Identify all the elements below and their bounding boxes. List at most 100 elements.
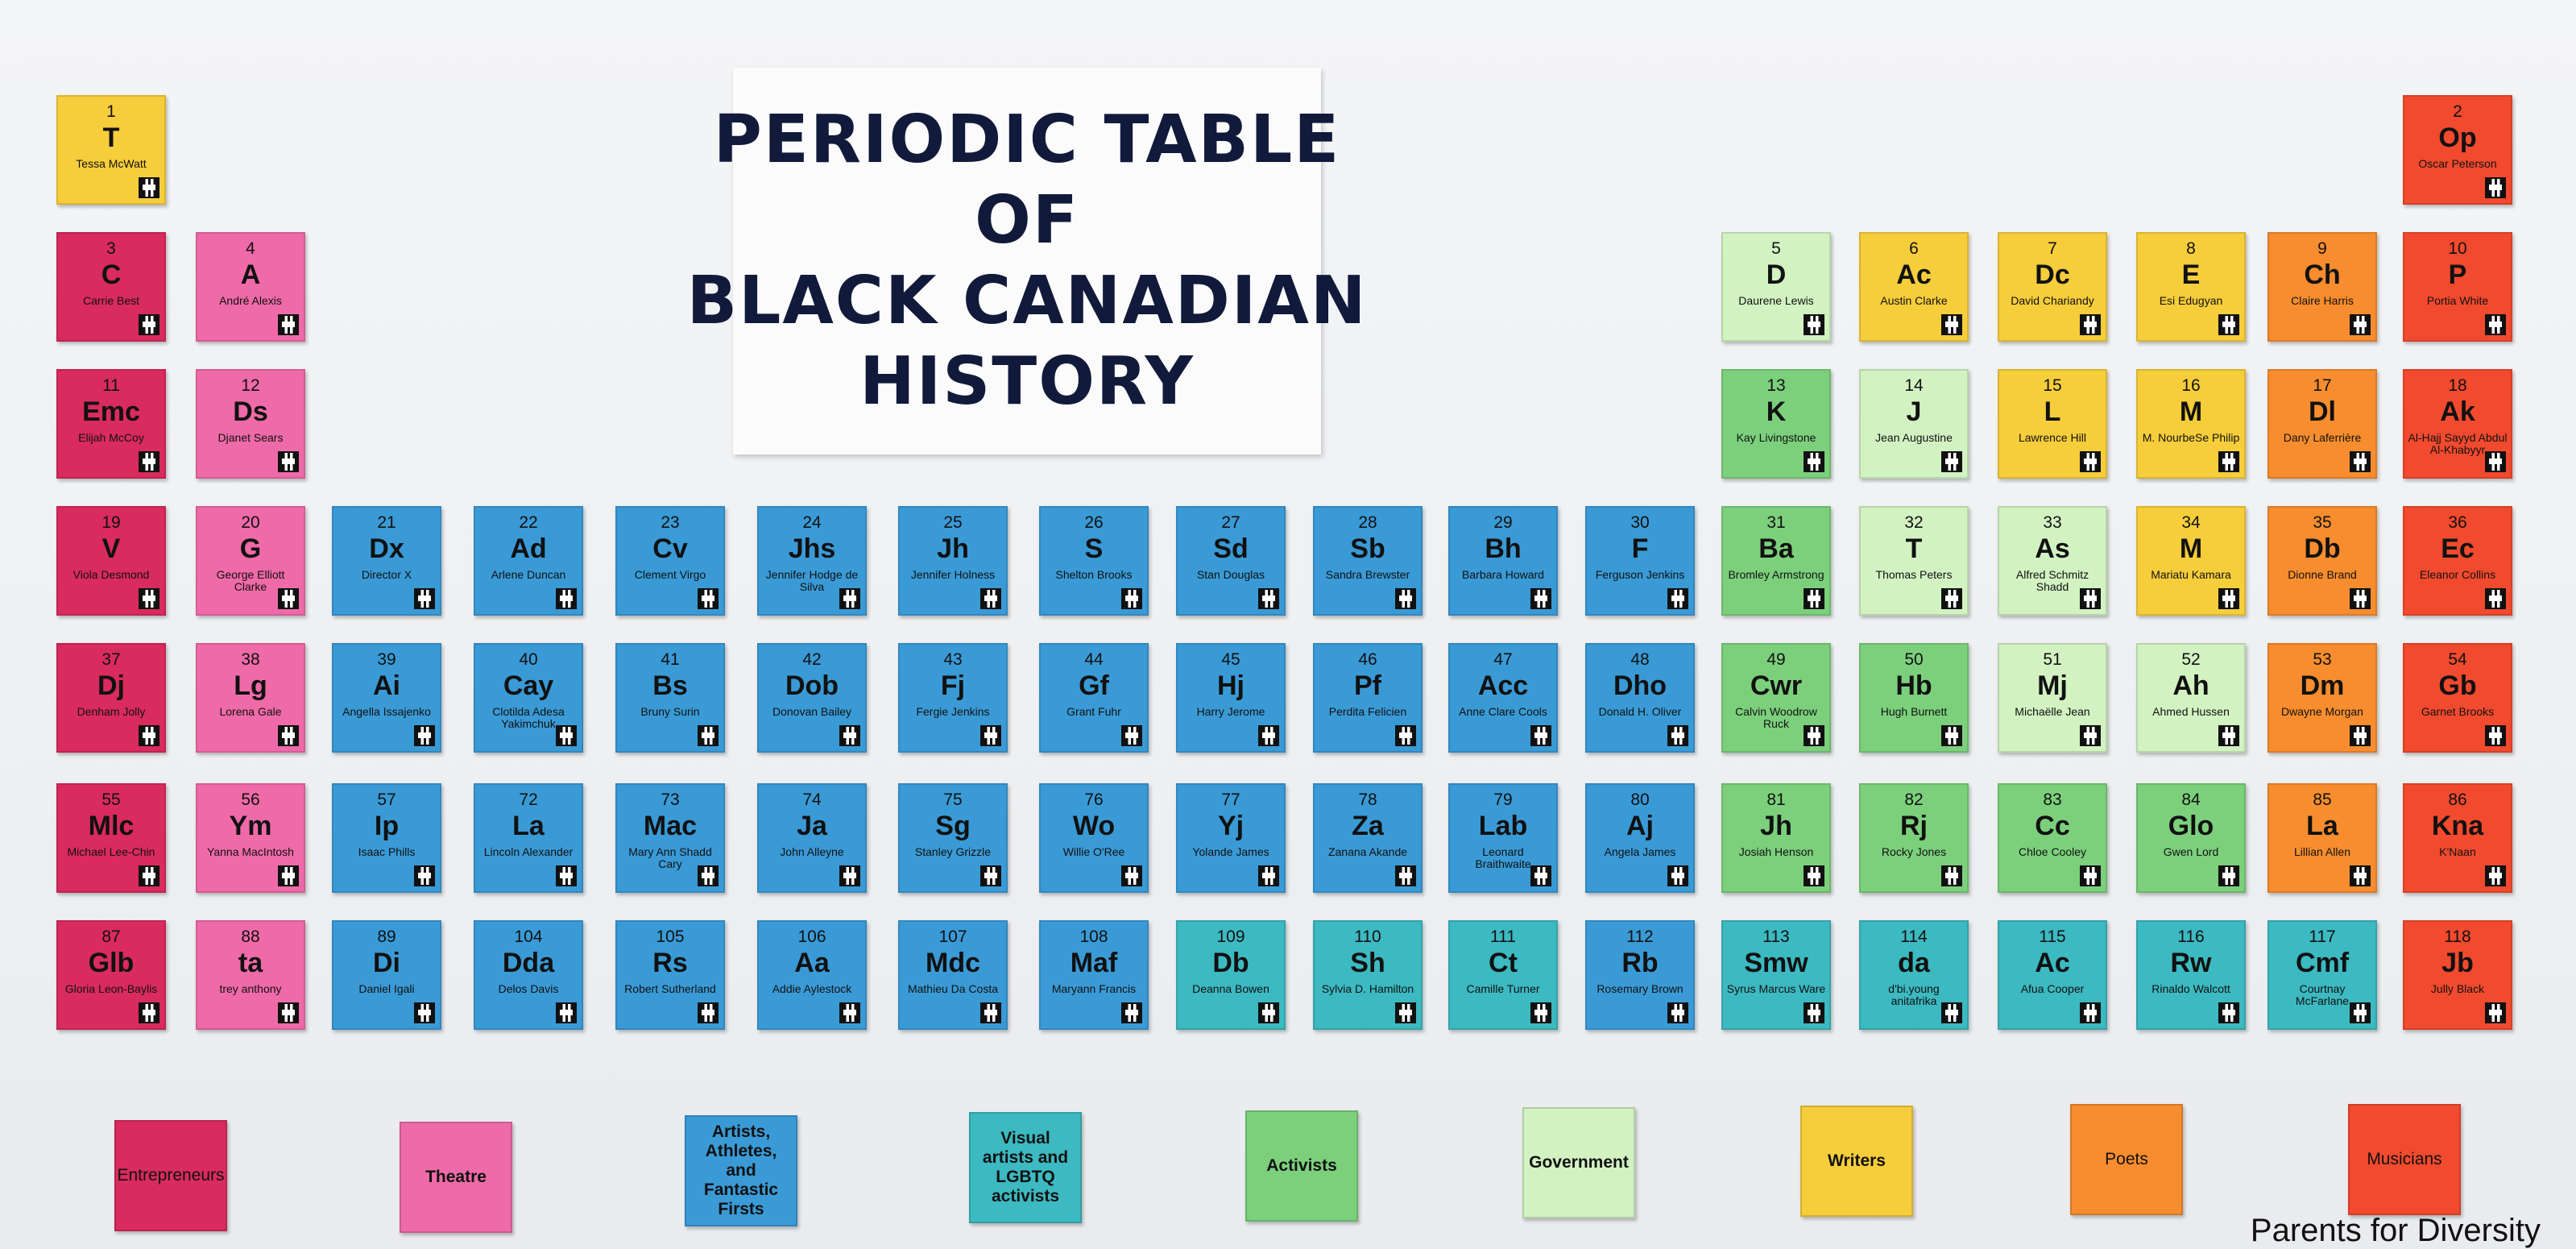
element-number: 104 [514, 927, 543, 946]
element-symbol: C [101, 259, 122, 290]
element-card: 115 Ac Afua Cooper [1998, 920, 2107, 1030]
element-number: 12 [241, 376, 260, 395]
element-person-name: Angela James [1604, 845, 1676, 858]
qr-code-icon [980, 588, 1001, 609]
qr-code-icon [414, 725, 435, 746]
qr-code-icon [1667, 725, 1688, 746]
element-number: 118 [2444, 927, 2471, 946]
element-card: 43 Fj Fergie Jenkins [898, 643, 1008, 753]
element-symbol: V [101, 533, 121, 564]
legend-swatch-musicians: Musicians [2348, 1104, 2461, 1215]
qr-code-icon [839, 865, 860, 886]
element-person-name: Sylvia D. Hamilton [1321, 982, 1414, 995]
qr-code-icon [414, 588, 435, 609]
element-card: 8 E Esi Edugyan [2136, 232, 2246, 342]
element-number: 24 [802, 513, 822, 532]
element-person-name: David Chariandy [2011, 294, 2094, 307]
qr-code-icon [556, 588, 577, 609]
element-person-name: Jully Black [2430, 982, 2485, 995]
element-card: 16 M M. NourbeSe Philip [2136, 369, 2246, 479]
qr-code-icon [1941, 725, 1962, 746]
element-symbol: Cwr [1750, 670, 1803, 701]
qr-code-icon [1395, 588, 1416, 609]
element-number: 113 [1762, 927, 1790, 946]
qr-code-icon [2080, 588, 2101, 609]
element-number: 42 [802, 650, 822, 669]
qr-code-icon [2350, 725, 2371, 746]
element-person-name: Rocky Jones [1881, 845, 1947, 858]
element-card: 57 Ip Isaac Phills [332, 783, 441, 893]
element-person-name: Donald H. Oliver [1598, 705, 1682, 718]
element-person-name: Jean Augustine [1875, 431, 1953, 444]
legend-swatch-government: Government [1522, 1107, 1635, 1218]
element-person-name: Zanana Akande [1327, 845, 1408, 858]
element-card: 79 Lab Leonard Braithwaite [1448, 783, 1558, 893]
element-symbol: Dda [502, 948, 555, 978]
element-number: 39 [377, 650, 396, 669]
qr-code-icon [1395, 865, 1416, 886]
element-symbol: T [102, 122, 120, 153]
legend-swatch-activists: Activists [1245, 1110, 1358, 1222]
qr-code-icon [278, 314, 299, 335]
qr-code-icon [839, 588, 860, 609]
element-person-name: Harry Jerome [1196, 705, 1265, 718]
element-number: 110 [1354, 927, 1381, 946]
element-number: 44 [1084, 650, 1104, 669]
element-number: 112 [1626, 927, 1654, 946]
element-number: 84 [2181, 790, 2201, 809]
element-number: 50 [1904, 650, 1924, 669]
element-number: 23 [661, 513, 680, 532]
element-card: 39 Ai Angella Issajenko [332, 643, 441, 753]
element-symbol: P [2448, 259, 2467, 290]
element-number: 40 [519, 650, 538, 669]
element-person-name: Delos Davis [498, 982, 559, 995]
qr-code-icon [278, 451, 299, 472]
element-number: 83 [2043, 790, 2062, 809]
element-number: 18 [2448, 376, 2467, 395]
qr-code-icon [980, 1002, 1001, 1023]
element-person-name: Viola Desmond [72, 568, 150, 581]
element-card: 6 Ac Austin Clarke [1859, 232, 1969, 342]
element-person-name: Isaac Phills [358, 845, 416, 858]
element-card: 37 Dj Denham Jolly [56, 643, 166, 753]
element-card: 80 Aj Angela James [1585, 783, 1695, 893]
element-symbol: Ip [374, 811, 400, 841]
element-person-name: Director X [361, 568, 412, 581]
element-number: 89 [377, 927, 396, 946]
element-card: 19 V Viola Desmond [56, 506, 166, 616]
element-person-name: Michaëlle Jean [2015, 705, 2090, 718]
element-person-name: Syrus Marcus Ware [1726, 982, 1826, 995]
element-card: 35 Db Dionne Brand [2267, 506, 2377, 616]
qr-code-icon [2080, 1002, 2101, 1023]
element-card: 26 S Shelton Brooks [1039, 506, 1149, 616]
element-number: 57 [377, 790, 396, 809]
element-card: 25 Jh Jennifer Holness [898, 506, 1008, 616]
element-number: 34 [2181, 513, 2201, 532]
element-card: 9 Ch Claire Harris [2267, 232, 2377, 342]
qr-code-icon [1530, 588, 1551, 609]
element-person-name: Chloe Cooley [2018, 845, 2087, 858]
element-person-name: K'Naan [2439, 845, 2476, 858]
element-symbol: Ym [229, 811, 272, 841]
qr-code-icon [1121, 588, 1142, 609]
element-card: 36 Ec Eleanor Collins [2403, 506, 2512, 616]
element-symbol: Dob [785, 670, 839, 701]
element-symbol: Ja [797, 811, 827, 841]
element-person-name: Carrie Best [82, 294, 140, 307]
element-symbol: da [1898, 948, 1930, 978]
element-number: 85 [2313, 790, 2332, 809]
element-number: 48 [1630, 650, 1650, 669]
element-person-name: Angella Issajenko [342, 705, 431, 718]
element-number: 49 [1766, 650, 1786, 669]
element-card: 13 K Kay Livingstone [1721, 369, 1831, 479]
element-card: 55 Mlc Michael Lee-Chin [56, 783, 166, 893]
element-card: 116 Rw Rinaldo Walcott [2136, 920, 2246, 1030]
qr-code-icon [2485, 865, 2506, 886]
element-symbol: La [512, 811, 545, 841]
element-card: 88 ta trey anthony [196, 920, 305, 1030]
qr-code-icon [2485, 588, 2506, 609]
element-number: 38 [241, 650, 260, 669]
qr-code-icon [414, 865, 435, 886]
element-symbol: Bh [1485, 533, 1522, 564]
qr-code-icon [2350, 314, 2371, 335]
